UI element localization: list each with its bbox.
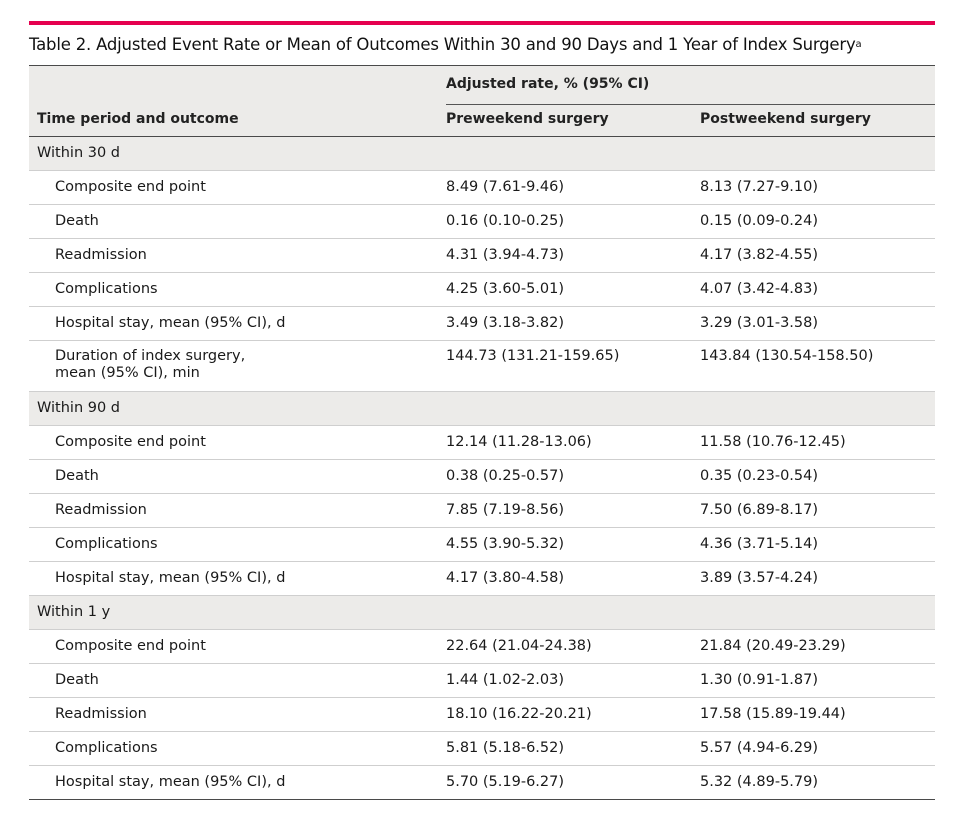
table-row: Readmission 7.85 (7.19-8.56) 7.50 (6.89-… <box>29 494 935 528</box>
preweekend-cell: 5.81 (5.18-6.52) <box>446 740 565 756</box>
preweekend-cell: 1.44 (1.02-2.03) <box>446 672 565 688</box>
table-row: Hospital stay, mean (95% CI), d 4.17 (3.… <box>29 562 935 596</box>
table-header: Adjusted rate, % (95% CI) Time period an… <box>29 65 935 137</box>
section-row-1y: Within 1 y <box>29 596 935 630</box>
postweekend-cell: 143.84 (130.54-158.50) <box>700 348 874 364</box>
outcome-cell: Death <box>55 672 99 688</box>
outcome-cell: Composite end point <box>55 638 206 654</box>
postweekend-cell: 3.29 (3.01-3.58) <box>700 315 819 331</box>
section-row-90d: Within 90 d <box>29 392 935 426</box>
postweekend-cell: 4.17 (3.82-4.55) <box>700 247 819 263</box>
outcome-line-1: Duration of index surgery, <box>55 348 246 364</box>
outcome-cell: Readmission <box>55 502 147 518</box>
outcome-line-2: mean (95% CI), min <box>55 365 200 381</box>
postweekend-cell: 1.30 (0.91-1.87) <box>700 672 819 688</box>
table-row: Composite end point 22.64 (21.04-24.38) … <box>29 630 935 664</box>
outcome-cell: Duration of index surgery, mean (95% CI),… <box>55 348 355 382</box>
table-row: Complications 4.25 (3.60-5.01) 4.07 (3.4… <box>29 273 935 307</box>
column-header-postweekend: Postweekend surgery <box>700 111 871 127</box>
table-row: Composite end point 8.49 (7.61-9.46) 8.1… <box>29 171 935 205</box>
postweekend-cell: 0.15 (0.09-0.24) <box>700 213 819 229</box>
footnote-marker: a <box>855 39 862 50</box>
postweekend-cell: 4.07 (3.42-4.83) <box>700 281 819 297</box>
outcome-cell: Death <box>55 213 99 229</box>
preweekend-cell: 144.73 (131.21-159.65) <box>446 348 620 364</box>
preweekend-cell: 8.49 (7.61-9.46) <box>446 179 565 195</box>
preweekend-cell: 3.49 (3.18-3.82) <box>446 315 565 331</box>
preweekend-cell: 18.10 (16.22-20.21) <box>446 706 592 722</box>
table-row: Readmission 4.31 (3.94-4.73) 4.17 (3.82-… <box>29 239 935 273</box>
outcome-cell: Composite end point <box>55 179 206 195</box>
outcome-cell: Readmission <box>55 247 147 263</box>
column-header-preweekend: Preweekend surgery <box>446 111 609 127</box>
postweekend-cell: 4.36 (3.71-5.14) <box>700 536 819 552</box>
preweekend-cell: 5.70 (5.19-6.27) <box>446 774 565 790</box>
preweekend-cell: 22.64 (21.04-24.38) <box>446 638 592 654</box>
table-row: Death 0.16 (0.10-0.25) 0.15 (0.09-0.24) <box>29 205 935 239</box>
outcome-cell: Hospital stay, mean (95% CI), d <box>55 315 286 331</box>
postweekend-cell: 8.13 (7.27-9.10) <box>700 179 819 195</box>
postweekend-cell: 17.58 (15.89-19.44) <box>700 706 846 722</box>
preweekend-cell: 0.16 (0.10-0.25) <box>446 213 565 229</box>
outcome-cell: Composite end point <box>55 434 206 450</box>
outcome-cell: Complications <box>55 740 158 756</box>
table-caption-text: Table 2. Adjusted Event Rate or Mean of … <box>29 35 856 54</box>
postweekend-cell: 21.84 (20.49-23.29) <box>700 638 846 654</box>
preweekend-cell: 7.85 (7.19-8.56) <box>446 502 565 518</box>
preweekend-cell: 4.17 (3.80-4.58) <box>446 570 565 586</box>
outcome-cell: Hospital stay, mean (95% CI), d <box>55 570 286 586</box>
outcome-cell: Complications <box>55 536 158 552</box>
outcome-cell: Death <box>55 468 99 484</box>
table-row: Hospital stay, mean (95% CI), d 3.49 (3.… <box>29 307 935 341</box>
table-row: Duration of index surgery, mean (95% CI),… <box>29 341 935 392</box>
postweekend-cell: 0.35 (0.23-0.54) <box>700 468 819 484</box>
table-row: Death 1.44 (1.02-2.03) 1.30 (0.91-1.87) <box>29 664 935 698</box>
column-header-outcome: Time period and outcome <box>37 111 239 127</box>
outcome-cell: Complications <box>55 281 158 297</box>
table-row: Readmission 18.10 (16.22-20.21) 17.58 (1… <box>29 698 935 732</box>
preweekend-cell: 4.31 (3.94-4.73) <box>446 247 565 263</box>
table-row: Complications 4.55 (3.90-5.32) 4.36 (3.7… <box>29 528 935 562</box>
table-caption: Table 2. Adjusted Event Rate or Mean of … <box>29 25 935 65</box>
table-row: Complications 5.81 (5.18-6.52) 5.57 (4.9… <box>29 732 935 766</box>
outcome-cell: Readmission <box>55 706 147 722</box>
preweekend-cell: 0.38 (0.25-0.57) <box>446 468 565 484</box>
preweekend-cell: 12.14 (11.28-13.06) <box>446 434 592 450</box>
postweekend-cell: 5.32 (4.89-5.79) <box>700 774 819 790</box>
outcome-cell: Hospital stay, mean (95% CI), d <box>55 774 286 790</box>
postweekend-cell: 3.89 (3.57-4.24) <box>700 570 819 586</box>
section-row-30d: Within 30 d <box>29 137 935 171</box>
postweekend-cell: 5.57 (4.94-6.29) <box>700 740 819 756</box>
outcomes-table: Table 2. Adjusted Event Rate or Mean of … <box>29 21 935 800</box>
preweekend-cell: 4.25 (3.60-5.01) <box>446 281 565 297</box>
accent-rule <box>29 21 935 25</box>
table-row: Composite end point 12.14 (11.28-13.06) … <box>29 426 935 460</box>
postweekend-cell: 7.50 (6.89-8.17) <box>700 502 819 518</box>
group-header-adjusted-rate: Adjusted rate, % (95% CI) <box>446 76 650 92</box>
group-header-rule <box>446 104 935 105</box>
table-row: Death 0.38 (0.25-0.57) 0.35 (0.23-0.54) <box>29 460 935 494</box>
preweekend-cell: 4.55 (3.90-5.32) <box>446 536 565 552</box>
table-row: Hospital stay, mean (95% CI), d 5.70 (5.… <box>29 766 935 800</box>
postweekend-cell: 11.58 (10.76-12.45) <box>700 434 846 450</box>
